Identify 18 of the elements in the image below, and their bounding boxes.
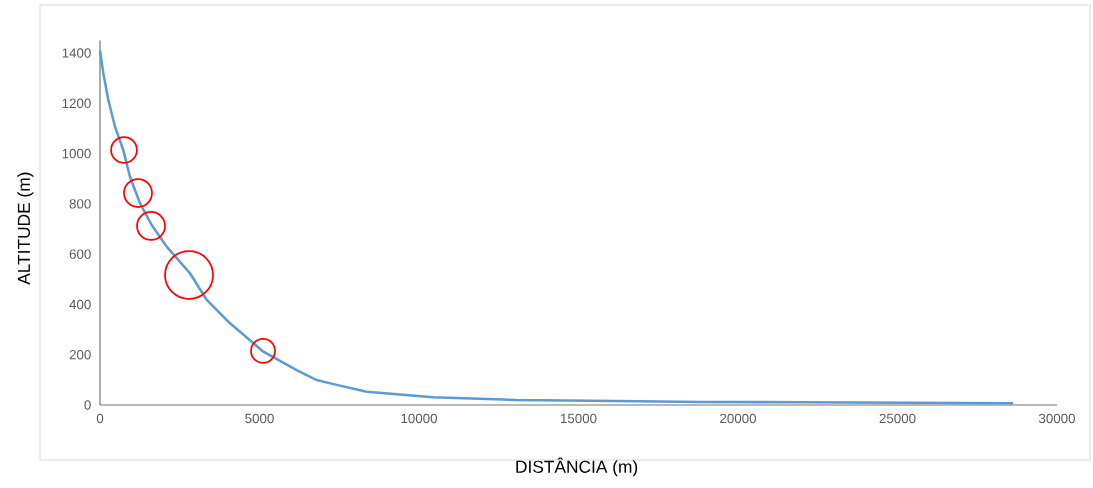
y-tick-label: 0	[84, 400, 91, 410]
x-tick-label: 25000	[879, 413, 916, 424]
line-series	[98, 49, 1015, 405]
x-tick-label: 0	[96, 413, 104, 424]
x-tick-label: 15000	[560, 413, 597, 424]
y-tick-label: 1000	[62, 148, 91, 159]
y-tick-label: 800	[69, 199, 91, 209]
x-tick-label: 30000	[1038, 413, 1076, 424]
x-axis-title: DISTÂNCIA (m)	[516, 457, 638, 477]
x-tick-label: 20000	[720, 413, 757, 424]
y-tick-label: 400	[69, 299, 91, 310]
y-tick-label: 1400	[62, 48, 91, 58]
x-tick-label: 5000	[245, 413, 274, 424]
y-axis-title: ALTITUDE (m)	[17, 172, 34, 285]
y-tick-label: 1200	[62, 98, 91, 109]
y-tick-label: 200	[69, 349, 91, 360]
y-tick-label: 600	[69, 249, 91, 259]
x-tick-label: 10000	[401, 413, 438, 424]
